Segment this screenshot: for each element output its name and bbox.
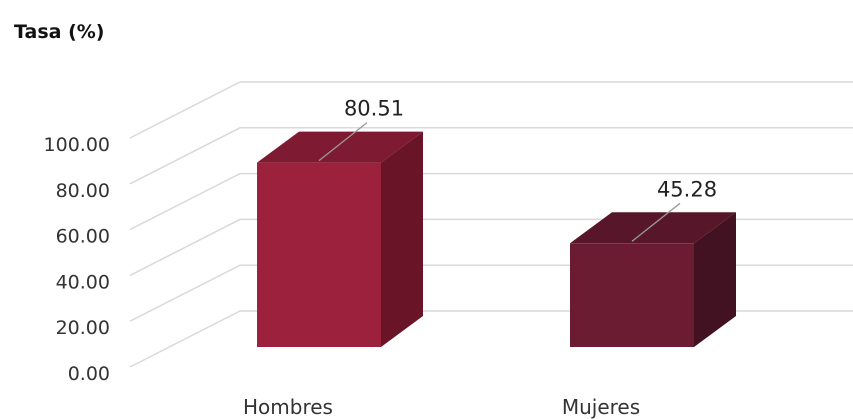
bar-mujeres: 45.28 (570, 177, 736, 347)
y-axis-ticks: 0.00 20.00 40.00 60.00 80.00 100.00 (44, 134, 110, 385)
gridlines (129, 81, 853, 368)
bar-side (381, 131, 423, 347)
bar-front (570, 243, 694, 347)
x-category-label: Mujeres (562, 395, 640, 419)
y-tick-label: 20.00 (56, 317, 110, 339)
y-tick-label: 60.00 (56, 226, 110, 248)
data-label: 45.28 (657, 177, 717, 201)
y-tick-label: 80.00 (56, 180, 110, 202)
gridline (129, 310, 853, 368)
gridline (129, 172, 853, 231)
bar-side (694, 212, 736, 347)
x-axis-categories: Hombres Mujeres (243, 395, 640, 419)
gridline (129, 264, 853, 322)
x-category-label: Hombres (243, 395, 333, 419)
y-tick-label: 0.00 (68, 363, 110, 385)
gridline (129, 81, 853, 139)
bars: 80.51 45.28 (257, 97, 736, 347)
bar-front (257, 162, 381, 347)
gridline (129, 127, 853, 185)
data-label-leader (631, 202, 681, 242)
y-tick-label: 100.00 (44, 134, 110, 156)
bar-hombres: 80.51 (257, 97, 423, 347)
bar-top (257, 131, 423, 163)
data-label: 80.51 (344, 97, 404, 121)
bar-top (570, 212, 736, 244)
y-tick-label: 40.00 (56, 271, 110, 293)
data-label-leader (318, 122, 368, 162)
y-axis-title: Tasa (%) (14, 21, 104, 43)
gridline (129, 218, 853, 277)
